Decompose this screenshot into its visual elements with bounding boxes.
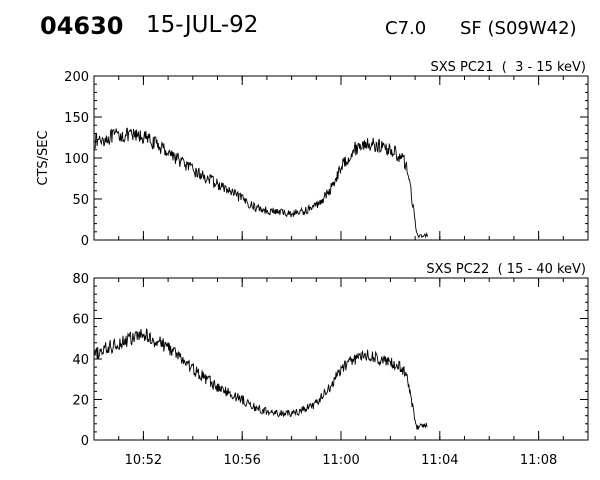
panel2-xtick-label: 10:52: [125, 453, 162, 468]
panel2-ytick-label: 0: [81, 434, 89, 449]
panel1-ytick-label: 0: [81, 234, 89, 249]
event-date: 15-JUL-92: [146, 12, 259, 38]
panel2-frame: [93, 277, 589, 441]
panel2-ytick-label: 20: [72, 394, 89, 409]
panel1-ytick-label: 100: [64, 152, 89, 167]
panel2-xtick-label: 11:00: [322, 453, 359, 468]
panel2-ytick-label: 60: [72, 313, 89, 328]
panel1-ytick-label: 150: [64, 111, 89, 126]
panel2-xtick-label: 11:08: [520, 453, 557, 468]
panel2-ytick-label: 80: [72, 272, 89, 287]
panel1-ytick-label: 200: [64, 70, 89, 85]
flare-location: SF (S09W42): [460, 18, 577, 39]
panel2-xtick-label: 10:56: [223, 453, 260, 468]
panel1-frame: [93, 75, 589, 241]
goes-class: C7.0: [385, 18, 427, 39]
event-id: 04630: [40, 12, 124, 40]
panel2-xtick-label: 11:04: [421, 453, 458, 468]
panel1-series-line: [93, 127, 428, 239]
panel1-ylabel: CTS/SEC: [36, 130, 51, 185]
panel2-title: SXS PC22 ( 15 - 40 keV): [426, 262, 586, 277]
panel2-ytick-label: 40: [72, 353, 89, 368]
panel1-ytick-label: 50: [72, 193, 89, 208]
panel1-title: SXS PC21 ( 3 - 15 keV): [430, 60, 586, 75]
panel2-series-line: [93, 328, 428, 430]
